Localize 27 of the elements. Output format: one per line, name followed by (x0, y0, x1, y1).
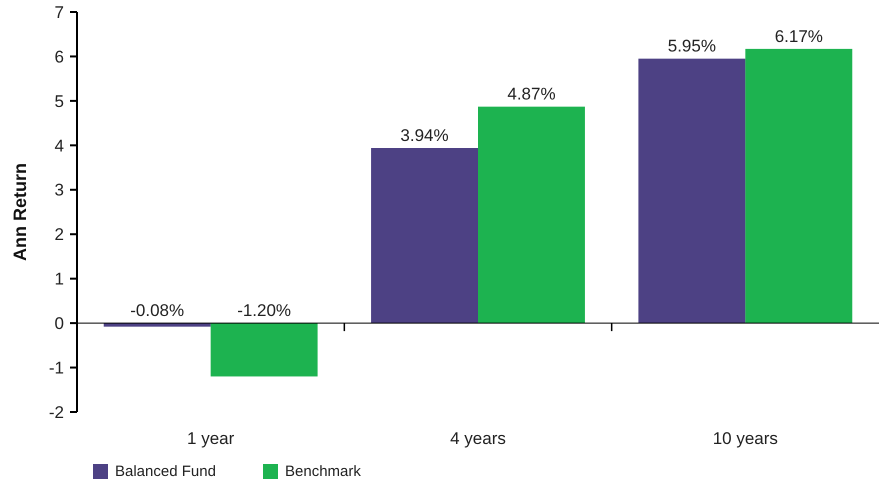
y-tick-label: 6 (54, 47, 64, 66)
bar (638, 58, 746, 324)
legend-label: Benchmark (285, 463, 362, 480)
x-tick-label: 1 year (187, 429, 235, 448)
y-tick-label: 5 (54, 92, 64, 111)
y-tick-label: 7 (54, 2, 64, 22)
data-label: -1.20% (237, 301, 292, 320)
y-tick-label: 2 (54, 225, 64, 244)
bar (210, 323, 318, 376)
x-tick-label: 10 years (712, 429, 778, 448)
data-label: 4.87% (507, 84, 556, 104)
bar (745, 48, 852, 324)
data-label: 3.94% (400, 126, 449, 145)
legend-label: Balanced Fund (115, 463, 216, 480)
y-tick-label: 3 (54, 180, 64, 200)
x-tick-label: 4 years (450, 429, 506, 448)
data-label: -0.08% (130, 301, 184, 320)
bar (371, 148, 478, 324)
y-tick-label: 0 (54, 314, 64, 334)
y-tick-label: 4 (54, 136, 64, 156)
y-tick-label: -1 (48, 358, 64, 378)
data-label: 5.95% (668, 36, 716, 56)
y-axis-title: Ann Return (10, 163, 30, 261)
data-label: 6.17% (774, 26, 823, 46)
bar (478, 106, 585, 324)
y-tick-label: 1 (54, 270, 64, 289)
y-tick-label: -2 (48, 402, 64, 422)
